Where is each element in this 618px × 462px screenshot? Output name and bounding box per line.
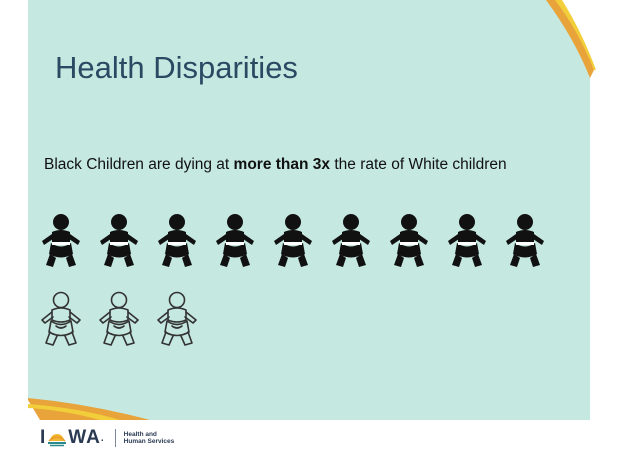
logo-letter-i: I [40, 427, 47, 448]
baby-outline-icon [157, 291, 197, 346]
baby-outline-icon [41, 291, 81, 346]
baby-filled-icon [274, 214, 312, 267]
baby-filled-icon [448, 214, 486, 267]
baby-filled-icon [216, 214, 254, 267]
disparity-statement: Black Children are dying at more than 3x… [44, 156, 524, 173]
baby-filled-icon [158, 214, 196, 267]
baby-filled-icon [42, 214, 80, 267]
logo-subtitle-line1: Health and [123, 430, 157, 438]
baby-outline-icon [99, 291, 139, 346]
sun-icon [48, 434, 67, 447]
statement-text-pre: Black Children are dying at [44, 156, 234, 173]
statement-emphasis: more than 3x [233, 156, 331, 173]
logo-subtitle: Health and Human Services [124, 431, 175, 446]
page-title: Health Disparities [55, 50, 298, 85]
logo-letters-wa: WA [68, 427, 101, 448]
logo-trademark: . [100, 432, 105, 444]
baby-filled-icon [100, 214, 138, 267]
baby-filled-icon [506, 214, 544, 267]
black-children-icon-row [38, 212, 548, 270]
iowa-hhs-logo: I WA . Health and Human Services [40, 427, 174, 449]
white-children-icon-row [38, 290, 200, 348]
logo-divider [114, 429, 116, 447]
baby-filled-icon [332, 214, 370, 267]
baby-filled-icon [390, 214, 428, 267]
statement-text-post: the rate of White children [330, 156, 507, 173]
logo-subtitle-line2: Human Services [123, 438, 175, 445]
logo-wordmark: I WA . [40, 427, 105, 449]
